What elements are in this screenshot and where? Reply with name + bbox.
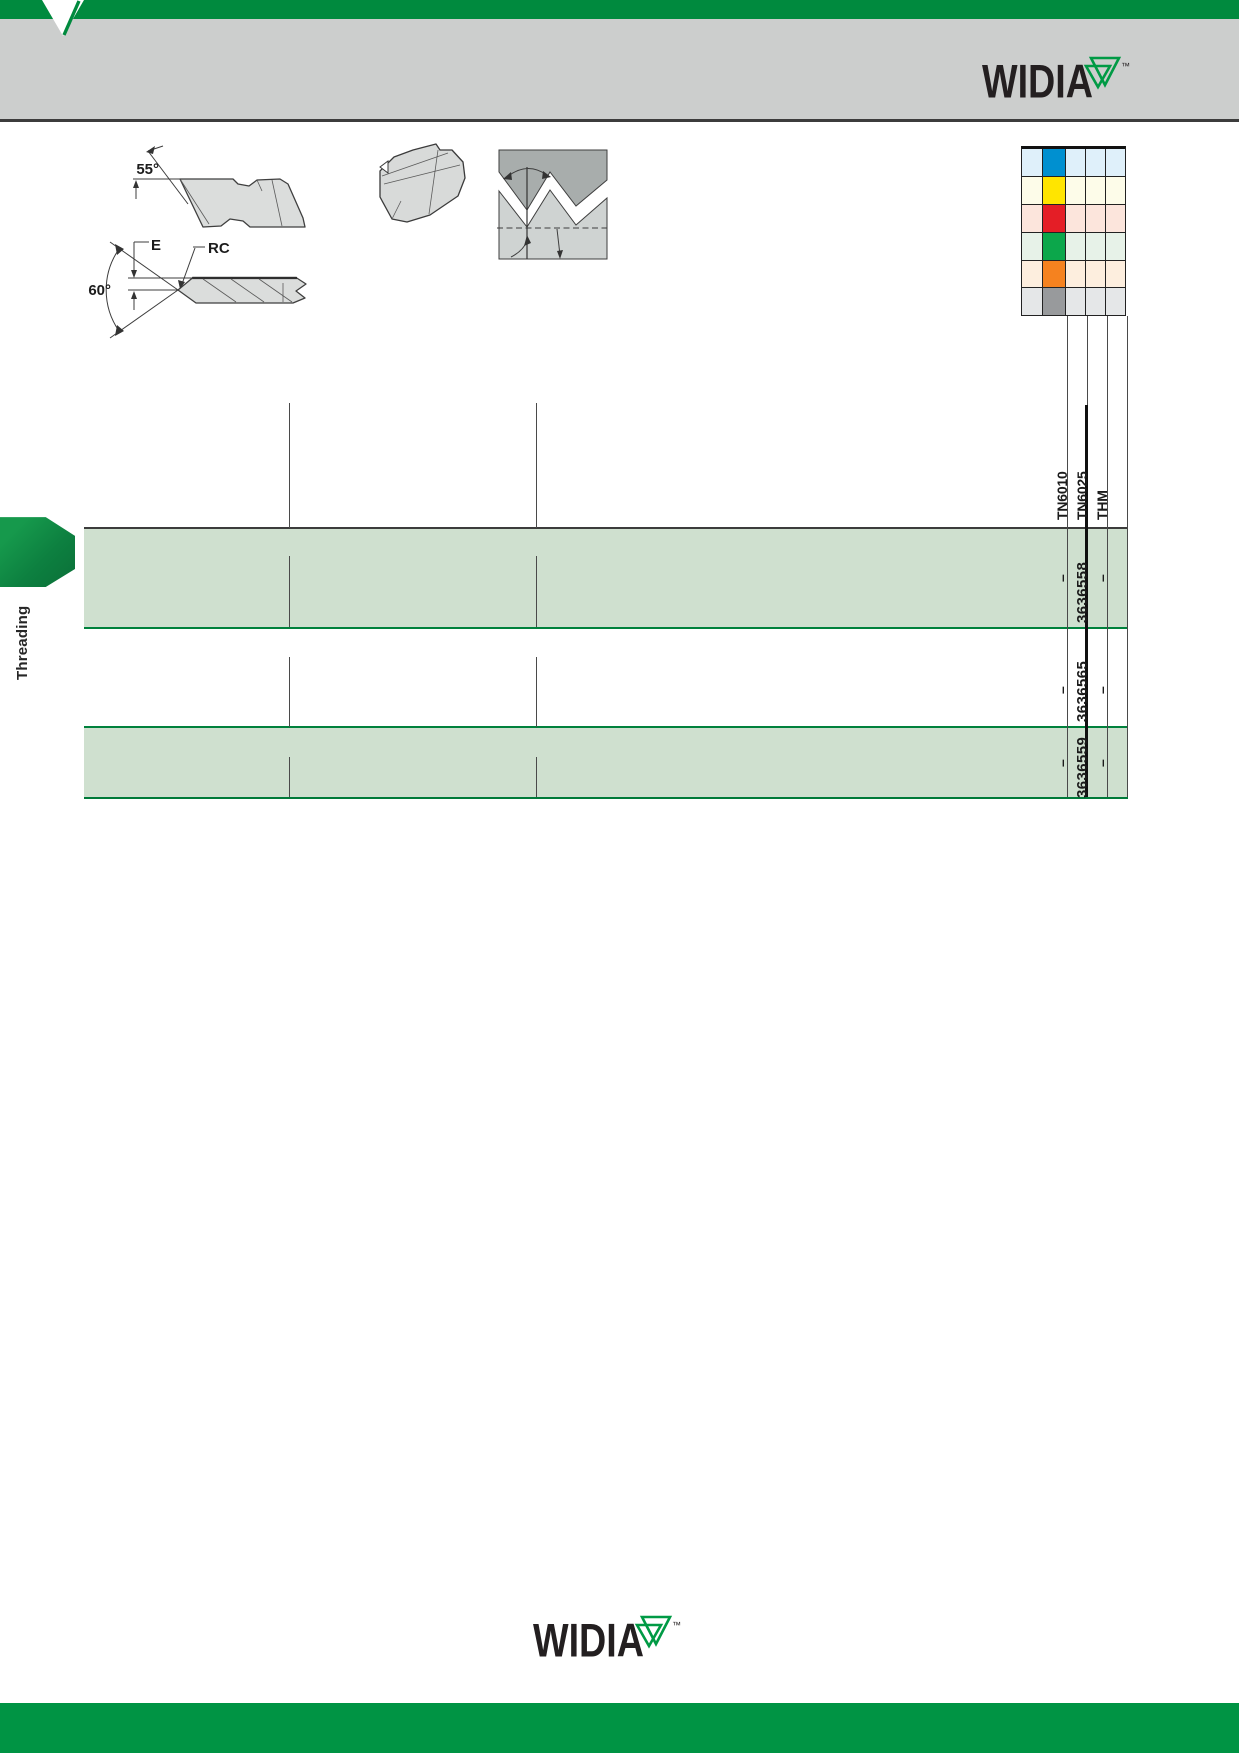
header-widia-logo: WIDIA ™	[982, 55, 1130, 104]
corner-v-green-slash	[62, 0, 81, 36]
material-swatch-orange	[1043, 260, 1065, 288]
column-rule	[289, 657, 290, 727]
material-cell	[1086, 288, 1105, 316]
table-bottom-rule	[84, 796, 1128, 799]
grade-column-rule	[1087, 316, 1088, 405]
material-cell	[1022, 232, 1042, 260]
material-cell	[1022, 288, 1042, 316]
cutting-tip-mark	[379, 160, 389, 174]
material-cell	[1086, 260, 1105, 288]
angle-60-label: 60°	[88, 282, 111, 299]
header-band	[0, 19, 1239, 122]
order-number: 3636558	[1074, 561, 1091, 623]
table-row-rule	[84, 726, 1128, 728]
material-cell	[1106, 232, 1125, 260]
corner-v-decoration	[42, 0, 84, 36]
material-cell	[1066, 288, 1085, 316]
footer-widia-wordmark: WIDIA	[533, 1614, 644, 1663]
table-row-rule	[84, 626, 1128, 629]
order-cell-dash: –	[1094, 574, 1110, 582]
material-cell	[1106, 204, 1125, 232]
material-cell	[1066, 232, 1085, 260]
logo-triangle-icon	[639, 1615, 673, 1647]
material-swatch-red	[1043, 204, 1065, 232]
material-cell	[1066, 204, 1085, 232]
material-color-grid	[1021, 146, 1126, 317]
grade-header-thm: THM	[1094, 490, 1110, 520]
material-cell	[1106, 288, 1125, 316]
material-swatch-yellow	[1043, 176, 1065, 204]
edge-e-label: E	[151, 237, 161, 254]
column-rule	[289, 556, 290, 627]
insert-side-view-drawing: 55° E 60° RC	[88, 145, 307, 339]
order-cell-dash: –	[1054, 759, 1070, 767]
footer-green-bar	[0, 1703, 1239, 1753]
order-number: 3636559	[1074, 736, 1091, 798]
order-cell-dash: –	[1054, 686, 1070, 694]
header-widia-wordmark: WIDIA	[982, 55, 1093, 104]
trademark-symbol: ™	[672, 1620, 681, 1630]
insert-profile-bottom	[177, 276, 307, 304]
logo-triangle-icon	[634, 1623, 664, 1649]
table-row-shaded	[84, 727, 1128, 797]
corner-rc-label: RC	[208, 240, 230, 257]
material-swatch-gray	[1043, 288, 1065, 316]
material-cell	[1086, 176, 1105, 204]
column-rule	[536, 556, 537, 627]
order-cell-dash: –	[1054, 574, 1070, 582]
material-cell	[1022, 204, 1042, 232]
order-number: 3636565	[1074, 660, 1091, 722]
grade-column-rule	[1127, 316, 1128, 797]
grade-header-tn6010: TN6010	[1054, 471, 1070, 520]
material-cell	[1066, 260, 1085, 288]
table-row-shaded	[84, 528, 1128, 627]
column-rule	[289, 403, 290, 528]
material-cell	[1106, 176, 1125, 204]
column-rule	[536, 757, 537, 797]
material-cell	[1106, 149, 1125, 176]
thread-profile-drawing	[497, 149, 610, 260]
material-cell	[1086, 232, 1105, 260]
section-label-threading: Threading	[14, 605, 31, 680]
angle-55-label: 55°	[136, 161, 159, 178]
grade-column-rule	[1107, 316, 1108, 797]
material-cell	[1066, 149, 1085, 176]
table-top-rule	[84, 527, 1128, 529]
material-cell	[1086, 149, 1105, 176]
material-swatch-blue	[1043, 149, 1065, 176]
insert-3d-drawing	[379, 143, 466, 223]
section-tab	[0, 517, 75, 587]
trademark-symbol: ™	[1121, 61, 1130, 71]
material-swatch-green	[1043, 232, 1065, 260]
column-rule	[536, 403, 537, 528]
material-cell	[1022, 176, 1042, 204]
footer-widia-logo: WIDIA ™	[533, 1614, 681, 1663]
material-cell	[1086, 204, 1105, 232]
material-cell	[1022, 260, 1042, 288]
order-cell-dash: –	[1094, 686, 1110, 694]
logo-triangle-icon	[1088, 56, 1122, 88]
insert-profile-top	[179, 178, 306, 228]
grade-column-rule	[1067, 316, 1068, 797]
material-cell	[1066, 176, 1085, 204]
logo-triangle-icon	[1083, 64, 1113, 90]
order-cell-dash: –	[1094, 759, 1110, 767]
material-cell	[1106, 260, 1125, 288]
top-green-bar	[0, 0, 1239, 19]
column-rule	[289, 757, 290, 797]
featured-grade-border	[1085, 405, 1088, 797]
material-cell	[1022, 149, 1042, 176]
column-rule	[536, 657, 537, 727]
grade-header-tn6025: TN6025	[1074, 471, 1090, 520]
